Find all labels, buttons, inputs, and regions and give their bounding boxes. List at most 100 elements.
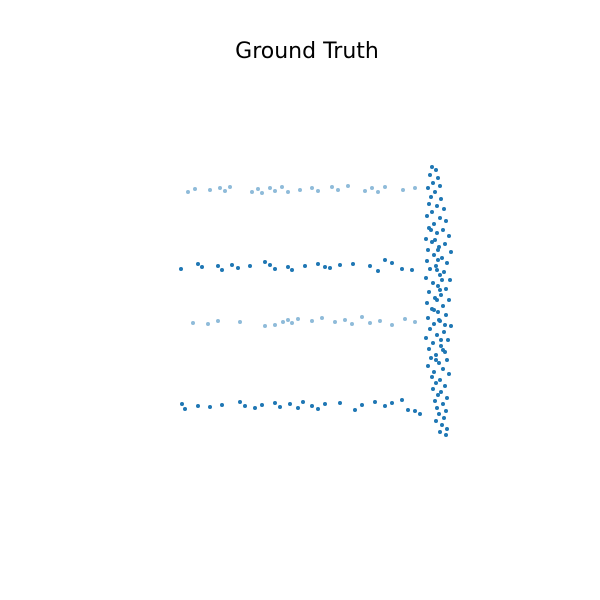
- point: [316, 262, 320, 266]
- point: [445, 396, 449, 400]
- point: [433, 399, 437, 403]
- point: [434, 353, 438, 357]
- point: [429, 228, 433, 232]
- point: [442, 330, 446, 334]
- point: [439, 390, 443, 394]
- point: [413, 186, 417, 190]
- point: [430, 165, 434, 169]
- point: [301, 400, 305, 404]
- point: [438, 288, 442, 292]
- point: [425, 259, 429, 263]
- point: [316, 407, 320, 411]
- point: [434, 381, 438, 385]
- point: [268, 186, 272, 190]
- point: [286, 318, 290, 322]
- point: [346, 184, 350, 188]
- point: [439, 344, 443, 348]
- point: [432, 308, 436, 312]
- point: [435, 333, 439, 337]
- point: [444, 287, 448, 291]
- point: [442, 270, 446, 274]
- point: [413, 409, 417, 413]
- point: [436, 258, 440, 262]
- point: [220, 268, 224, 272]
- point: [425, 301, 429, 305]
- point: [360, 403, 364, 407]
- point: [303, 264, 307, 268]
- point: [290, 268, 294, 272]
- point: [433, 238, 437, 242]
- point: [442, 207, 446, 211]
- point: [413, 320, 417, 324]
- point: [424, 336, 428, 340]
- point: [426, 186, 430, 190]
- point: [445, 261, 449, 265]
- point: [260, 191, 264, 195]
- point: [442, 416, 446, 420]
- point: [439, 293, 443, 297]
- point: [223, 189, 227, 193]
- point: [350, 322, 354, 326]
- point: [323, 402, 327, 406]
- point: [273, 189, 277, 193]
- point: [447, 372, 451, 376]
- point: [278, 405, 282, 409]
- point: [447, 234, 451, 238]
- point: [368, 321, 372, 325]
- point: [445, 427, 449, 431]
- point: [432, 370, 436, 374]
- point: [238, 400, 242, 404]
- point: [438, 430, 442, 434]
- point: [429, 356, 433, 360]
- point: [376, 269, 380, 273]
- point: [288, 402, 292, 406]
- point: [191, 321, 195, 325]
- point: [435, 204, 439, 208]
- point: [431, 387, 435, 391]
- point: [298, 188, 302, 192]
- point: [343, 318, 347, 322]
- point: [418, 412, 422, 416]
- point: [440, 423, 444, 427]
- point: [400, 267, 404, 271]
- point: [445, 358, 449, 362]
- point: [328, 266, 332, 270]
- point: [236, 266, 240, 270]
- point: [440, 256, 444, 260]
- point: [444, 433, 448, 437]
- point: [376, 190, 380, 194]
- point: [268, 263, 272, 267]
- point: [243, 404, 247, 408]
- point: [316, 189, 320, 193]
- point: [426, 248, 430, 252]
- point: [432, 222, 436, 226]
- point: [430, 240, 434, 244]
- point: [439, 197, 443, 201]
- point: [260, 403, 264, 407]
- point: [431, 181, 435, 185]
- point: [310, 186, 314, 190]
- point: [256, 187, 260, 191]
- point: [438, 184, 442, 188]
- point: [310, 319, 314, 323]
- point: [436, 393, 440, 397]
- point: [263, 324, 267, 328]
- point: [248, 264, 252, 268]
- point: [286, 265, 290, 269]
- point: [238, 320, 242, 324]
- point: [443, 242, 447, 246]
- point: [427, 347, 431, 351]
- point: [378, 319, 382, 323]
- point: [434, 358, 438, 362]
- point: [208, 188, 212, 192]
- point: [273, 323, 277, 327]
- point: [401, 188, 405, 192]
- point: [449, 324, 453, 328]
- point: [250, 190, 254, 194]
- point: [296, 317, 300, 321]
- point: [183, 407, 187, 411]
- point: [434, 419, 438, 423]
- point: [436, 284, 440, 288]
- point: [336, 188, 340, 192]
